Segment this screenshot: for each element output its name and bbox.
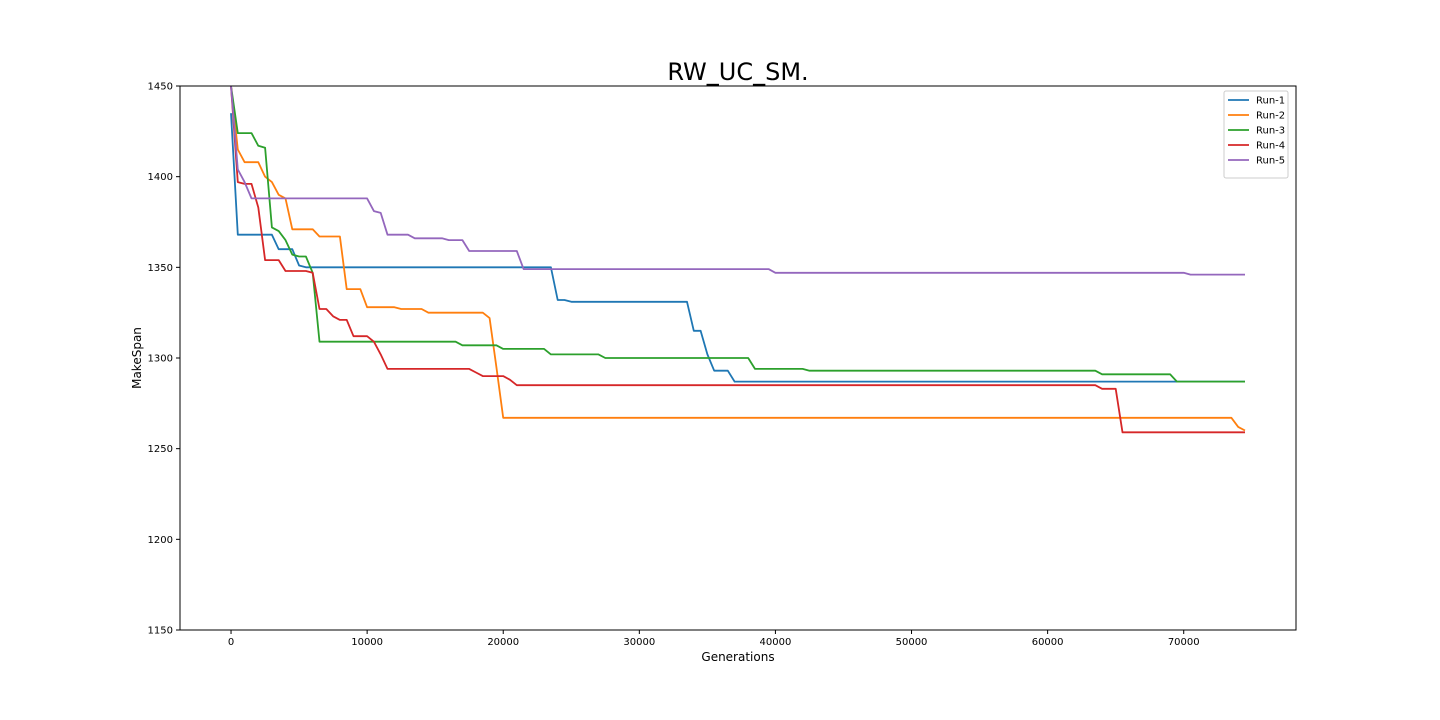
x-tick-label: 40000 <box>760 637 792 648</box>
y-tick-label: 1150 <box>148 626 173 637</box>
chart-title: RW_UC_SM. <box>667 58 808 86</box>
series-line-2 <box>230 85 1246 432</box>
y-tick-label: 1300 <box>148 354 173 365</box>
series-line-1 <box>230 113 1245 383</box>
y-axis-ticks: 1150 1200 1250 1300 1350 1400 1450 <box>148 82 180 637</box>
x-tick-label: 60000 <box>1032 637 1064 648</box>
x-axis-ticks: 0 10000 20000 30000 40000 50000 60000 70000 <box>228 630 1200 648</box>
legend: Run-1 Run-2 Run-3 Run-4 Run-5 <box>1223 90 1289 179</box>
series-line-5 <box>230 85 1245 276</box>
legend-box <box>1223 90 1289 179</box>
y-axis-label: MakeSpan <box>130 327 144 389</box>
x-axis-label: Generations <box>701 650 774 664</box>
legend-label-1: Run-1 <box>1256 96 1285 107</box>
legend-label-3: Run-3 <box>1256 126 1285 137</box>
y-tick-label: 1350 <box>148 263 173 274</box>
series-layer <box>230 85 1246 434</box>
legend-label-5: Run-5 <box>1256 156 1285 167</box>
series-line-4 <box>230 85 1245 434</box>
legend-label-4: Run-4 <box>1256 141 1285 152</box>
y-tick-label: 1250 <box>148 444 173 455</box>
legend-label-2: Run-2 <box>1256 111 1285 122</box>
series-line-3 <box>230 85 1245 383</box>
x-tick-label: 0 <box>228 637 234 648</box>
x-tick-label: 20000 <box>487 637 519 648</box>
x-tick-label: 30000 <box>623 637 655 648</box>
x-tick-label: 10000 <box>351 637 383 648</box>
y-tick-label: 1450 <box>148 82 173 93</box>
x-tick-label: 50000 <box>896 637 928 648</box>
y-tick-label: 1200 <box>148 535 173 546</box>
y-tick-label: 1400 <box>148 172 173 183</box>
x-tick-label: 70000 <box>1168 637 1200 648</box>
